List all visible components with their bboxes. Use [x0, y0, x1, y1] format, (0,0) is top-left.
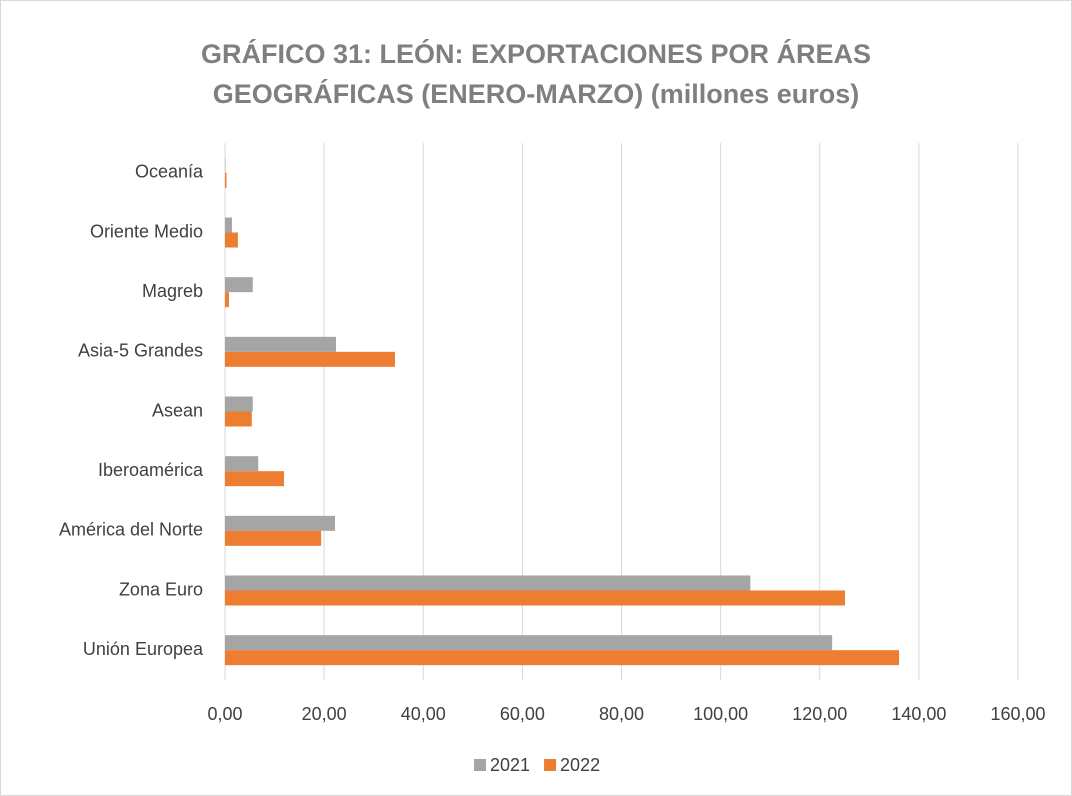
bar — [225, 530, 322, 546]
bar — [225, 650, 900, 666]
x-tick-label: 140,00 — [891, 704, 946, 724]
bar — [225, 172, 227, 188]
bar — [225, 590, 846, 606]
bar — [225, 515, 336, 531]
bar — [225, 575, 751, 591]
x-tick-label: 160,00 — [990, 704, 1045, 724]
y-tick-label: Iberoamérica — [98, 460, 204, 480]
x-tick-label: 100,00 — [693, 704, 748, 724]
x-tick-label: 80,00 — [599, 704, 644, 724]
bar — [225, 351, 395, 367]
y-tick-label: Unión Europea — [83, 639, 204, 659]
bar — [225, 635, 833, 651]
x-tick-label: 60,00 — [500, 704, 545, 724]
bar — [225, 336, 337, 352]
legend-swatch — [474, 759, 486, 771]
bar — [225, 456, 259, 472]
y-tick-label: Asean — [152, 400, 203, 420]
y-tick-label: América del Norte — [59, 520, 203, 540]
y-tick-label: Oceanía — [135, 162, 204, 182]
bar — [225, 471, 284, 487]
bar — [225, 396, 253, 412]
bar — [225, 292, 229, 308]
x-tick-label: 120,00 — [792, 704, 847, 724]
legend-label: 2021 — [490, 755, 530, 775]
bar — [225, 277, 253, 293]
x-tick-label: 40,00 — [401, 704, 446, 724]
legend-label: 2022 — [560, 755, 600, 775]
chart-title: GRÁFICO 31: LEÓN: EXPORTACIONES POR ÁREA… — [200, 39, 872, 109]
y-tick-label: Oriente Medio — [90, 221, 203, 241]
y-tick-label: Zona Euro — [119, 579, 203, 599]
bar — [225, 232, 238, 248]
x-tick-label: 0,00 — [207, 704, 242, 724]
x-tick-label: 20,00 — [302, 704, 347, 724]
y-tick-label: Magreb — [142, 281, 203, 301]
y-tick-label: Asia-5 Grandes — [78, 341, 203, 361]
legend-swatch — [544, 759, 557, 771]
bar — [225, 217, 232, 233]
bar — [225, 411, 252, 427]
